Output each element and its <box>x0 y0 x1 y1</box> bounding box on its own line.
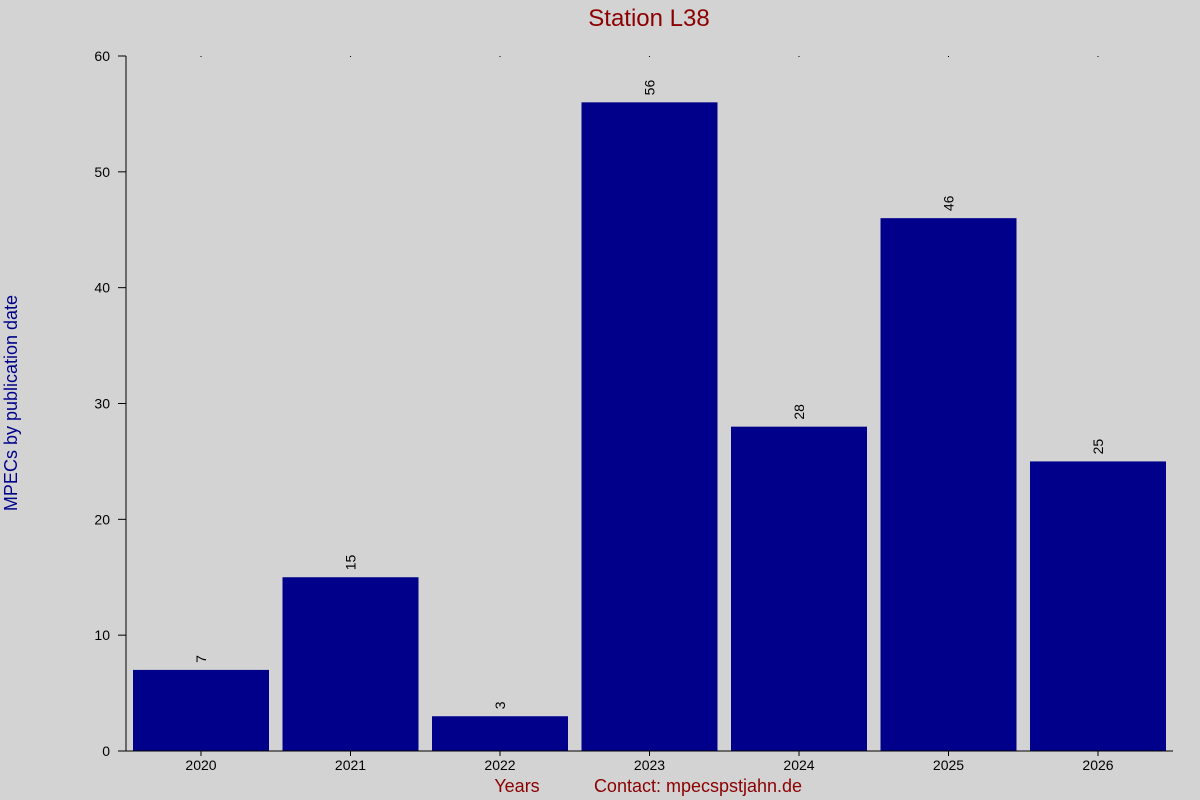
y-tick-label-60: 60 <box>94 48 110 64</box>
bar-2026 <box>1030 461 1166 751</box>
bar-2023 <box>581 102 718 752</box>
bar-value-label-2024: 28 <box>791 404 807 420</box>
x-tick-label-2023: 2023 <box>634 757 665 773</box>
chart-title: Station L38 <box>588 5 709 32</box>
bar-value-label-2022: 3 <box>492 701 508 709</box>
y-tick-label-0: 0 <box>102 743 110 759</box>
bar-value-label-2021: 15 <box>343 554 359 570</box>
x-tick-label-2022: 2022 <box>484 757 515 773</box>
y-tick-label-50: 50 <box>94 164 110 180</box>
bar-value-label-2026: 25 <box>1090 439 1106 455</box>
y-tick-label-20: 20 <box>94 511 110 527</box>
y-tick-label-30: 30 <box>94 396 110 412</box>
bar-value-label-2023: 56 <box>642 80 658 96</box>
y-axis-label: MPECs by publication date <box>1 295 21 511</box>
x-tick-label-2026: 2026 <box>1082 757 1113 773</box>
contact-text: Contact: mpecspstjahn.de <box>594 776 802 796</box>
bars-group: 7 15 3 56 28 46 25 <box>133 80 1166 752</box>
bar-value-label-2025: 46 <box>941 195 957 211</box>
bar-2020 <box>133 669 269 751</box>
y-tick-label-10: 10 <box>94 627 110 643</box>
bar-2022 <box>432 716 568 751</box>
y-ticks-group: 0 10 20 30 40 50 60 <box>94 48 126 759</box>
bar-2021 <box>282 577 419 751</box>
x-axis-label: Years <box>494 776 539 796</box>
bar-2025 <box>880 218 1017 751</box>
x-tick-label-2020: 2020 <box>185 757 216 773</box>
x-tick-label-2024: 2024 <box>783 757 814 773</box>
y-tick-label-40: 40 <box>94 280 110 296</box>
x-tick-label-2021: 2021 <box>335 757 366 773</box>
x-tick-label-2025: 2025 <box>933 757 964 773</box>
bar-2024 <box>731 426 867 751</box>
x-ticks-group: 2020 2021 2022 2023 2024 2025 2026 <box>185 56 1114 773</box>
bar-value-label-2020: 7 <box>193 655 209 663</box>
